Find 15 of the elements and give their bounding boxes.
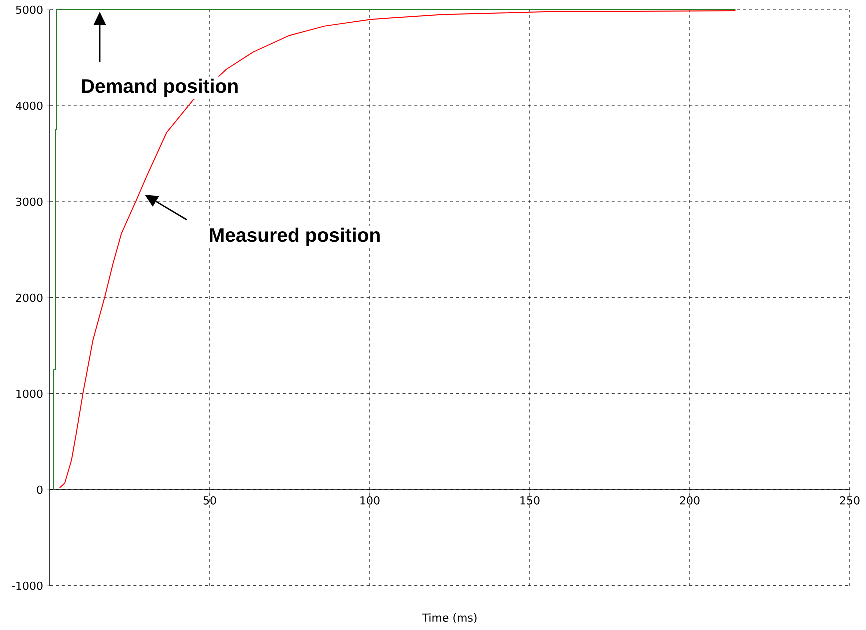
- y-tick-label: -1000: [12, 582, 43, 590]
- x-axis-title: Time (ms): [422, 614, 477, 624]
- y-tick-label: 4000: [16, 102, 43, 110]
- y-tick-label: 3000: [16, 198, 43, 206]
- annotation: Measured position: [210, 228, 380, 246]
- y-tick-label: 2000: [16, 294, 43, 302]
- y-tick-label: 1000: [16, 390, 43, 398]
- x-tick-label: 50: [204, 496, 216, 505]
- x-tick-label: 200: [680, 496, 700, 505]
- x-tick-label: 100: [360, 496, 380, 505]
- annotation: Demand position: [82, 78, 238, 98]
- y-tick-label: 5000: [16, 6, 43, 14]
- y-tick-label: 0: [37, 486, 43, 494]
- x-tick-label: 150: [520, 496, 540, 505]
- x-tick-label: 250: [840, 496, 860, 505]
